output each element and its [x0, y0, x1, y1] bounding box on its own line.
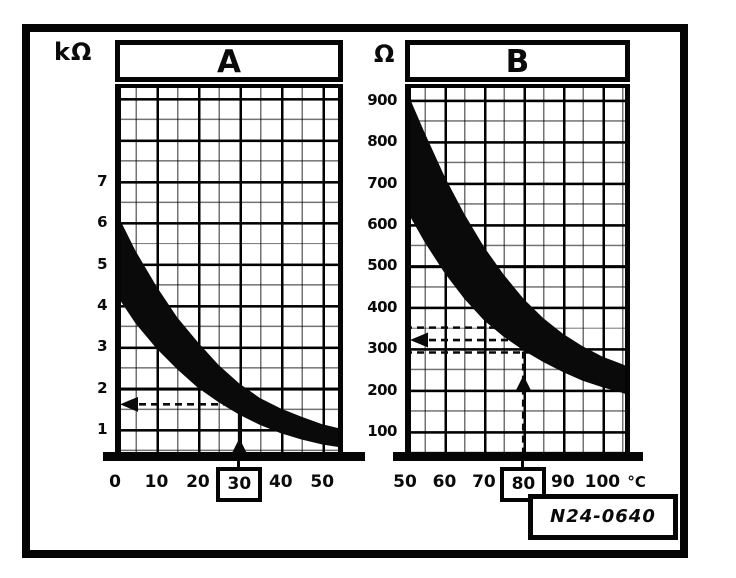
y-tick-label: 5 [97, 254, 107, 273]
y-tick-label: 700 [367, 173, 397, 192]
resistance-band [405, 87, 630, 396]
x-axis-unit: °C [627, 473, 646, 491]
arrow-up-icon [515, 375, 531, 391]
y-tick-label: 300 [367, 339, 397, 358]
figure-frame: kΩ Ω A B 0 10 20 30 40 50 7 6 5 4 3 2 1 50 60 70 80 90 100… [22, 24, 688, 558]
x-tick-label: 70 [472, 472, 496, 492]
y-tick-label: 6 [97, 213, 107, 232]
plot-svg-B [405, 87, 630, 454]
panel-b-header: B [405, 40, 630, 82]
y-tick-label: 7 [97, 171, 107, 190]
x-tick-label: 0 [109, 472, 121, 492]
unit-label-kohm: kΩ [54, 38, 93, 66]
y-tick-label: 1 [97, 420, 107, 439]
x-tick-label: 90 [551, 472, 575, 492]
y-tick-label: 200 [367, 380, 397, 399]
arrow-left-icon [410, 332, 428, 348]
x-tick-label: 20 [186, 472, 210, 492]
y-tick-label: 500 [367, 256, 397, 275]
x-tick-label: 40 [268, 472, 293, 492]
y-tick-label: 600 [367, 215, 397, 234]
y-tick-label: 800 [367, 132, 397, 151]
x-tick-label: 50 [310, 472, 335, 492]
panel-a-header: A [115, 40, 343, 82]
panel-b-title: B [505, 44, 530, 80]
x-tick-label: 50 [393, 472, 417, 492]
figure-code: N24-0640 [550, 506, 656, 527]
figure-code-box: N24-0640 [528, 494, 678, 540]
x-tick-label: 10 [144, 472, 169, 492]
y-tick-label: 400 [367, 297, 397, 316]
marker-connector-a [237, 453, 240, 470]
x-axis-line-a [103, 452, 365, 461]
boxed-x-tick: 30 [216, 467, 263, 502]
plot-svg-A [115, 209, 343, 454]
x-tick-label: 60 [432, 472, 457, 492]
panel-a-plot [115, 84, 343, 454]
y-tick-label: 3 [97, 337, 107, 356]
x-axis-line-b [393, 452, 643, 461]
x-tick-label: 100 [584, 472, 621, 492]
marker-connector-b [521, 453, 524, 470]
y-tick-label: 100 [367, 422, 397, 441]
y-tick-label: 4 [97, 296, 107, 314]
arrow-up-icon [231, 438, 247, 454]
unit-label-ohm: Ω [374, 40, 396, 68]
arrow-left-icon [120, 396, 138, 412]
panel-a-title: A [217, 44, 241, 80]
y-tick-label: 900 [367, 90, 397, 109]
y-tick-label: 2 [97, 378, 107, 397]
resistance-band [115, 209, 343, 448]
panel-b-plot [405, 84, 630, 454]
